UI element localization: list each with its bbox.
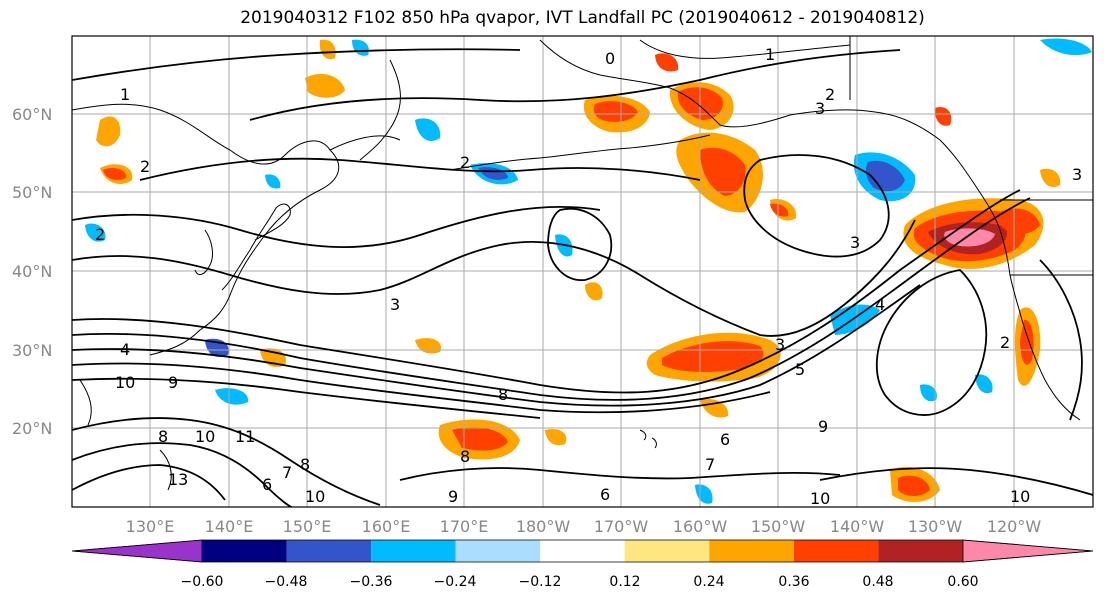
colorbar-segment <box>202 540 287 562</box>
contour-label: 10 <box>195 427 215 446</box>
contour-label: 1 <box>765 45 775 64</box>
contour-label: 8 <box>158 427 168 446</box>
lon-label: 140°W <box>830 517 885 536</box>
contour-label: 7 <box>282 463 292 482</box>
lon-label: 170°W <box>594 517 649 536</box>
lat-label-50n: 50°N <box>12 183 52 202</box>
contour-label: 3 <box>850 233 860 252</box>
lon-label: 170°E <box>440 517 489 536</box>
contour-label: 2 <box>460 153 470 172</box>
contour-label: 1 <box>120 85 130 104</box>
lat-label-20n: 20°N <box>12 419 52 438</box>
lon-label: 160°E <box>362 517 411 536</box>
contour-label: 9 <box>448 487 458 506</box>
lon-label: 130°E <box>126 517 175 536</box>
contour-label: 2 <box>140 157 150 176</box>
colorbar-segment <box>878 540 963 562</box>
colorbar-tick-label: −0.12 <box>519 574 562 590</box>
contour-label: 13 <box>168 470 188 489</box>
contour-label: 6 <box>720 430 730 449</box>
colorbar-segment <box>371 540 456 562</box>
contour-label: 8 <box>498 385 508 404</box>
colorbar-segment <box>455 540 541 562</box>
contour-labels: 1 1 2 2 2 3 3 3 3 4 2 2 4 10 9 8 8 10 11… <box>95 45 1082 508</box>
contour-label: 6 <box>262 475 272 494</box>
map-title: 2019040312 F102 850 hPa qvapor, IVT Land… <box>240 8 925 28</box>
latitude-labels: 60°N 50°N 40°N 30°N 20°N <box>12 105 52 438</box>
positive-anomaly-shading <box>96 39 1061 502</box>
contour-label: 3 <box>1072 165 1082 184</box>
colorbar-segment <box>624 540 710 562</box>
lon-label: 160°W <box>673 517 728 536</box>
colorbar-tick-label: −0.36 <box>350 574 393 590</box>
contour-label: 3 <box>775 335 785 354</box>
colorbar <box>71 539 1094 563</box>
contour-label: 5 <box>795 360 805 379</box>
lon-label: 130°W <box>908 517 963 536</box>
map-frame <box>71 35 1094 508</box>
contour-label: 8 <box>460 447 470 466</box>
contour-label: 10 <box>810 489 830 508</box>
contour-label: 2 <box>825 85 835 104</box>
lon-label: 120°W <box>987 517 1042 536</box>
colorbar-tick-label: −0.24 <box>434 574 477 590</box>
lon-label: 150°E <box>283 517 332 536</box>
colorbar-tick-label: 0.48 <box>862 574 893 590</box>
contour-label: 9 <box>818 417 828 436</box>
colorbar-segment <box>286 540 372 562</box>
contour-label: 8 <box>300 455 310 474</box>
coastlines <box>72 36 1093 491</box>
lat-label-60n: 60°N <box>12 105 52 124</box>
contour-label: 10 <box>115 373 135 392</box>
colorbar-frame <box>71 539 1094 563</box>
contour-label: 6 <box>600 485 610 504</box>
contour-label: 3 <box>815 99 825 118</box>
colorbar-segment <box>709 540 794 562</box>
colorbar-segment <box>540 540 625 562</box>
contour-label: 3 <box>390 295 400 314</box>
colorbar-tick-labels: −0.60 −0.48 −0.36 −0.24 −0.12 0.12 0.24 … <box>181 574 979 590</box>
contour-label: 2 <box>1000 333 1010 352</box>
ivt-contours <box>72 48 1093 507</box>
colorbar-tick-label: 0.36 <box>778 574 809 590</box>
contour-label: 10 <box>1010 487 1030 506</box>
colorbar-tick-label: −0.48 <box>265 574 308 590</box>
lon-label: 150°W <box>751 517 806 536</box>
contour-label: 4 <box>875 295 885 314</box>
colorbar-segment <box>962 539 1094 563</box>
contour-label: 2 <box>95 225 105 244</box>
colorbar-tick-label: −0.60 <box>181 574 224 590</box>
contour-label: 7 <box>705 455 715 474</box>
colorbar-tick-label: 0.24 <box>693 574 724 590</box>
lat-label-40n: 40°N <box>12 262 52 281</box>
lat-label-30n: 30°N <box>12 341 52 360</box>
contour-label: 4 <box>120 340 130 359</box>
contour-label: 11 <box>235 427 255 446</box>
colorbar-tick-label: 0.12 <box>609 574 640 590</box>
lon-label: 140°E <box>205 517 254 536</box>
contour-label: 9 <box>168 373 178 392</box>
longitude-labels: 130°E 140°E 150°E 160°E 170°E 180°W 170°… <box>126 517 1042 536</box>
lon-label: 180°W <box>516 517 571 536</box>
colorbar-segment <box>71 539 203 563</box>
colorbar-segment <box>793 540 879 562</box>
colorbar-tick-label: 0.60 <box>947 574 978 590</box>
contour-label: 0 <box>605 49 615 68</box>
map-gridlines <box>72 36 1093 507</box>
contour-label: 10 <box>305 487 325 506</box>
